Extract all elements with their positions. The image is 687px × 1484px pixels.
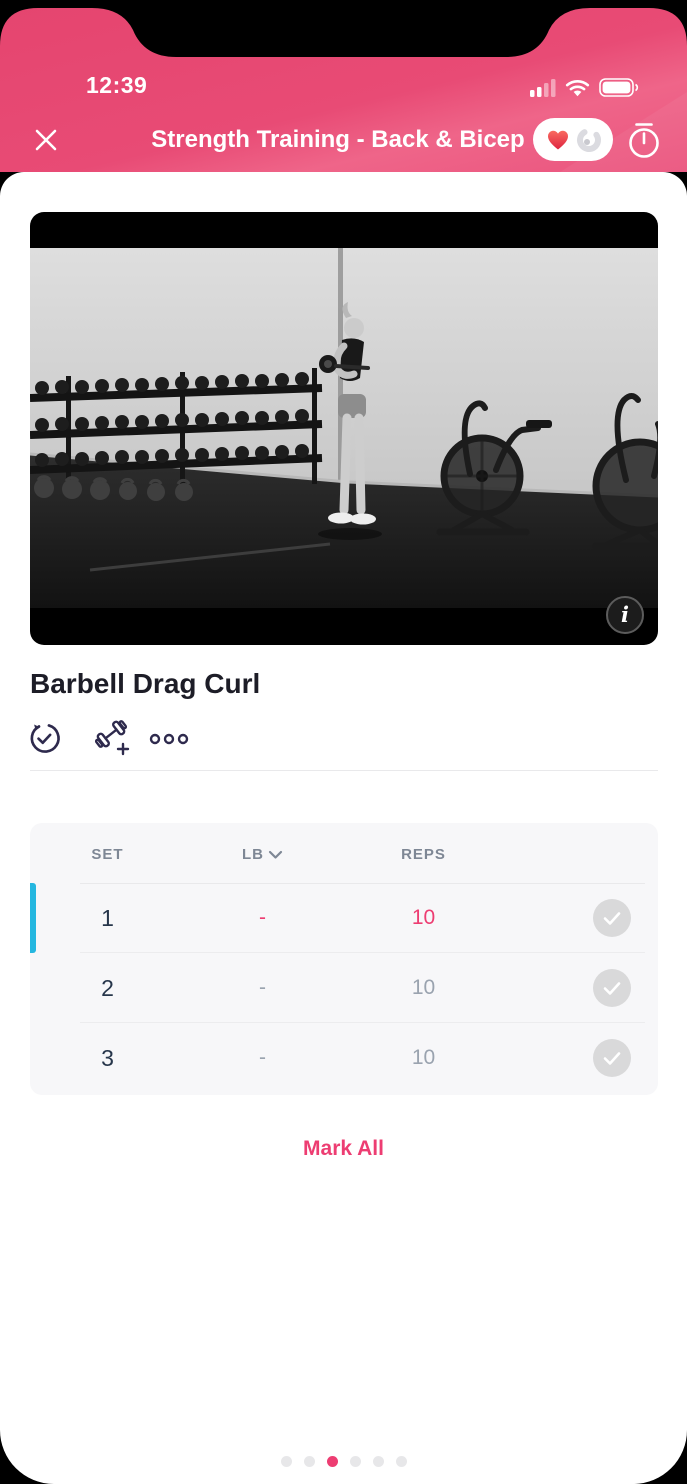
battery-icon	[599, 78, 639, 97]
pagination	[0, 1456, 687, 1467]
complete-set-button[interactable]	[593, 1039, 631, 1077]
status-time: 12:39	[86, 72, 148, 98]
section-divider	[30, 770, 658, 771]
close-icon	[35, 129, 57, 151]
air-bike-right	[592, 393, 658, 550]
column-header-reps: REPS	[401, 846, 446, 863]
reps-value[interactable]: 10	[411, 976, 436, 999]
dumbbell-rack	[30, 368, 323, 501]
pagination-dot[interactable]	[395, 1456, 407, 1467]
pagination-dot[interactable]	[280, 1456, 292, 1467]
progress-ring-icon	[576, 127, 601, 152]
mark-all-button[interactable]: Mark All	[0, 1136, 687, 1162]
set-number: 3	[101, 1045, 114, 1071]
more-options-button[interactable]	[148, 718, 190, 760]
set-number: 1	[101, 905, 114, 931]
table-row: 2 - 10	[30, 953, 658, 1023]
column-header-set: SET	[91, 846, 124, 863]
row-rule	[80, 952, 645, 953]
stopwatch-icon	[629, 123, 659, 158]
add-equipment-button[interactable]	[92, 718, 134, 760]
athlete-figure	[318, 302, 382, 540]
set-number: 2	[101, 975, 114, 1001]
pagination-dot[interactable]	[303, 1456, 315, 1467]
exercise-video[interactable]: i	[30, 212, 658, 645]
reps-value[interactable]: 10	[411, 1046, 436, 1069]
heart-icon	[547, 130, 568, 149]
weight-value[interactable]: -	[259, 1046, 266, 1069]
set-table-header: SET LB REPS	[30, 823, 658, 883]
check-icon	[603, 982, 621, 995]
chevron-down-icon	[268, 850, 283, 859]
pagination-dot[interactable]	[372, 1456, 384, 1467]
weight-value[interactable]: -	[259, 976, 266, 999]
row-rule	[80, 1022, 645, 1023]
set-table: SET LB REPS 1 - 10 2 - 10 3	[30, 823, 658, 1095]
page-title: Strength Training - Back & Bicep	[151, 126, 525, 153]
weight-value[interactable]: -	[259, 906, 266, 929]
table-row: 1 - 10	[30, 883, 658, 953]
check-icon	[603, 912, 621, 925]
more-options-icon	[149, 733, 189, 745]
pagination-dot[interactable]	[349, 1456, 361, 1467]
history-icon	[30, 724, 60, 753]
pagination-dot[interactable]	[326, 1456, 338, 1467]
weight-unit-label: LB	[242, 846, 264, 863]
exercise-video-still	[30, 248, 658, 608]
video-info-button[interactable]: i	[606, 596, 644, 634]
column-header-weight-unit[interactable]: LB	[185, 823, 340, 883]
status-icons	[530, 78, 639, 97]
exercise-name: Barbell Drag Curl	[30, 668, 261, 699]
kettlebell-row	[34, 475, 193, 501]
active-set-indicator	[30, 883, 36, 953]
table-row: 3 - 10	[30, 1023, 658, 1093]
timer-button[interactable]	[623, 119, 665, 161]
heart-rate-button[interactable]	[533, 118, 613, 161]
dumbbell-plus-icon	[94, 720, 130, 756]
reps-value[interactable]: 10	[411, 906, 436, 929]
complete-set-button[interactable]	[593, 969, 631, 1007]
wifi-icon	[565, 79, 590, 96]
cellular-signal-icon	[530, 78, 556, 97]
close-button[interactable]	[28, 122, 64, 158]
air-bike	[436, 400, 552, 536]
header-rule	[80, 883, 645, 884]
exercise-history-button[interactable]	[24, 718, 66, 760]
check-icon	[603, 1052, 621, 1065]
complete-set-button[interactable]	[593, 899, 631, 937]
